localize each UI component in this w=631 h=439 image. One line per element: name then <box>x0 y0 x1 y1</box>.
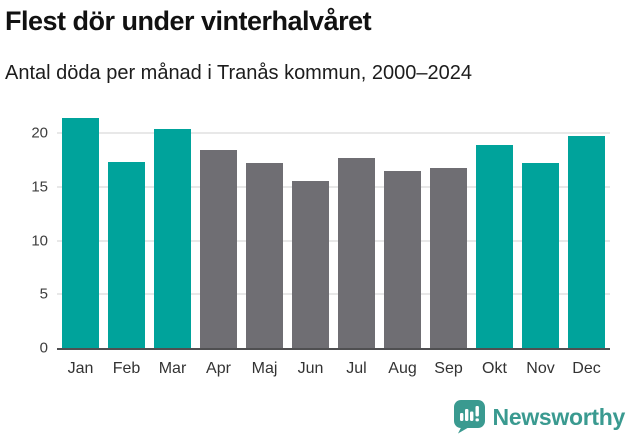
x-label-jun: Jun <box>297 360 324 377</box>
gridline-20 <box>57 132 610 134</box>
gridline-5 <box>57 293 610 296</box>
x-label-jan: Jan <box>67 360 94 377</box>
bar-jun <box>292 181 329 348</box>
bar-sep <box>430 168 467 348</box>
x-label-apr: Apr <box>206 360 231 377</box>
bar-okt <box>476 145 513 348</box>
x-label-feb: Feb <box>112 360 141 377</box>
x-label-mar: Mar <box>158 360 187 377</box>
bar-jan <box>62 118 99 348</box>
y-tick-label-0: 0 <box>39 339 48 357</box>
x-label-sep: Sep <box>434 360 463 377</box>
brand-name: Newsworthy <box>492 403 626 430</box>
x-label-nov: Nov <box>526 360 555 377</box>
x-label-dec: Dec <box>572 360 601 377</box>
bar-aug <box>384 171 421 348</box>
plot-area <box>57 112 610 348</box>
bar-nov <box>522 163 559 348</box>
page-title: Flest dör under vinterhalvåret <box>5 6 372 36</box>
x-axis: Jan Feb Mar Apr Maj Jun Jul Aug Sep Okt Nov Dec <box>57 360 610 378</box>
bar-jul <box>338 158 375 348</box>
x-label-aug: Aug <box>388 360 417 377</box>
x-label-jul: Jul <box>346 360 367 377</box>
bar-maj <box>246 163 283 348</box>
y-axis: 0 5 10 15 20 <box>0 112 48 356</box>
bar-apr <box>200 150 237 348</box>
newsworthy-logo: Newsworthy <box>453 400 626 434</box>
bars-container <box>57 112 610 348</box>
x-label-maj: Maj <box>251 360 278 377</box>
bar-mar <box>154 129 191 348</box>
x-label-okt: Okt <box>482 360 507 377</box>
x-axis-line <box>57 348 610 350</box>
y-tick-label-15: 15 <box>31 178 48 196</box>
chart-subtitle: Antal döda per månad i Tranås kommun, 20… <box>5 62 472 84</box>
y-tick-label-10: 10 <box>31 232 48 249</box>
bar-chart: 0 5 10 15 20 <box>0 112 631 356</box>
bar-dec <box>568 136 605 348</box>
bar-feb <box>108 162 145 348</box>
newsworthy-speech-bubble-chart-icon <box>453 400 485 434</box>
gridline-10 <box>57 239 610 242</box>
y-tick-label-20: 20 <box>31 124 48 142</box>
y-tick-label-5: 5 <box>39 285 48 303</box>
gridline-15 <box>57 185 610 188</box>
